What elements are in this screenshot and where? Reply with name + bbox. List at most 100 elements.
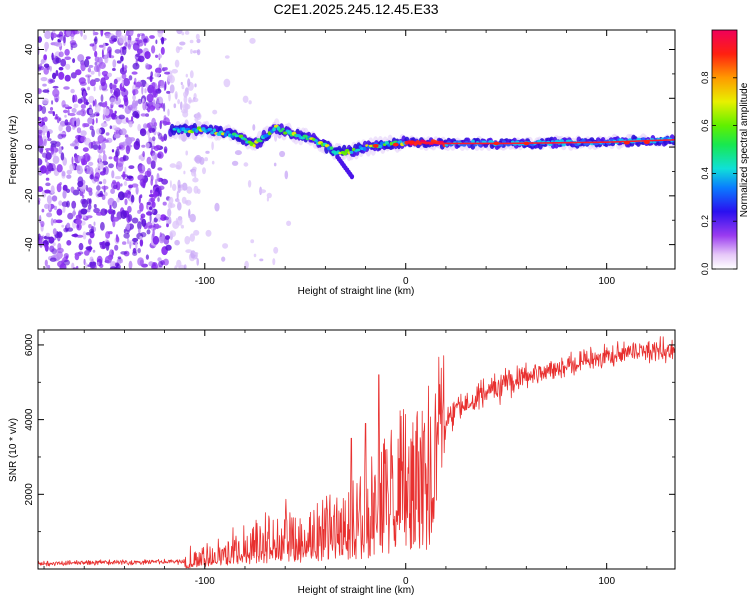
noise-blob (190, 250, 196, 259)
noise-blob (41, 125, 48, 133)
noise-blob (60, 58, 67, 67)
noise-blob (69, 163, 75, 171)
noise-blob (171, 69, 178, 74)
noise-blob (64, 56, 71, 60)
noise-blob (46, 161, 49, 166)
noise-blob (124, 198, 128, 206)
noise-blob (155, 103, 160, 108)
noise-blob (63, 259, 70, 266)
noise-blob (103, 192, 108, 197)
noise-blob (55, 219, 63, 224)
noise-blob (144, 51, 151, 60)
spectrogram-xtick-label: 100 (598, 276, 615, 287)
noise-blob (181, 182, 188, 191)
noise-blob (157, 257, 162, 262)
noise-blob (108, 210, 113, 215)
noise-blob (187, 78, 191, 87)
spectrogram-xtick-label: -100 (195, 276, 215, 287)
noise-blob (91, 129, 95, 138)
noise-blob (135, 37, 140, 41)
noise-blob (123, 78, 130, 87)
noise-blob (100, 221, 105, 231)
noise-blob (158, 132, 163, 140)
noise-blob (42, 83, 47, 87)
noise-blob (174, 265, 178, 269)
noise-blob (66, 30, 71, 37)
noise-blob (43, 63, 50, 68)
noise-blob (94, 104, 101, 113)
noise-blob (67, 109, 70, 116)
noise-blob (72, 58, 76, 64)
noise-blob (70, 72, 77, 79)
noise-blob (164, 81, 167, 90)
ridge-core (207, 127, 213, 131)
noise-blob (92, 100, 96, 107)
noise-blob (43, 116, 48, 122)
noise-blob (176, 161, 183, 170)
noise-blob (155, 67, 162, 74)
noise-blob (148, 206, 153, 211)
noise-blob (102, 178, 107, 185)
noise-blob (184, 235, 191, 245)
noise-blob (132, 62, 140, 70)
noise-blob (94, 50, 98, 58)
noise-blob (122, 241, 127, 245)
ridge-core (212, 128, 216, 132)
noise-blob (63, 109, 68, 114)
noise-blob (83, 258, 86, 266)
noise-blob (98, 62, 106, 69)
noise-blob (115, 151, 119, 158)
ridge-branch (349, 174, 355, 180)
noise-blob (39, 238, 43, 248)
noise-blob (82, 231, 87, 240)
noise-blob (221, 256, 226, 262)
noise-blob (115, 30, 122, 38)
noise-blob (48, 202, 51, 211)
snr-ytick-label: 2000 (24, 483, 35, 506)
noise-blob (99, 241, 107, 250)
noise-blob (137, 55, 145, 63)
noise-blob (65, 255, 69, 260)
noise-blob (68, 112, 76, 117)
noise-blob (74, 30, 80, 35)
noise-blob (41, 208, 45, 213)
noise-blob (205, 229, 212, 237)
noise-blob (101, 49, 104, 58)
noise-blob (166, 223, 169, 228)
noise-blob (94, 78, 100, 82)
noise-blob (45, 182, 51, 187)
noise-blob (83, 153, 91, 163)
noise-blob (86, 99, 89, 106)
noise-blob (101, 162, 104, 170)
noise-blob (144, 88, 147, 94)
noise-blob (38, 186, 44, 193)
noise-blob (128, 184, 134, 189)
noise-blob (107, 197, 115, 207)
noise-blob (120, 183, 123, 187)
noise-blob (93, 204, 97, 209)
noise-blob (124, 65, 128, 70)
noise-blob (249, 37, 256, 44)
noise-blob (111, 149, 115, 153)
noise-blob (52, 111, 55, 117)
spectrogram-frame (37, 29, 676, 270)
noise-blob (109, 82, 113, 90)
noise-blob (165, 244, 172, 251)
noise-blob (100, 77, 106, 87)
noise-blob (116, 60, 122, 64)
noise-blob (122, 46, 127, 56)
noise-blob (151, 136, 156, 142)
noise-blob (99, 84, 102, 91)
noise-blob (40, 77, 48, 82)
noise-blob (86, 187, 93, 193)
noise-blob (166, 90, 171, 94)
noise-blob (158, 234, 165, 244)
spectrogram-ytick-label: -40 (24, 237, 35, 252)
noise-blob (132, 111, 139, 118)
noise-blob (104, 209, 108, 214)
noise-blob (284, 170, 289, 180)
noise-blob (194, 83, 197, 88)
noise-blob (196, 188, 201, 194)
noise-blob (169, 163, 177, 168)
noise-blob (91, 258, 94, 263)
